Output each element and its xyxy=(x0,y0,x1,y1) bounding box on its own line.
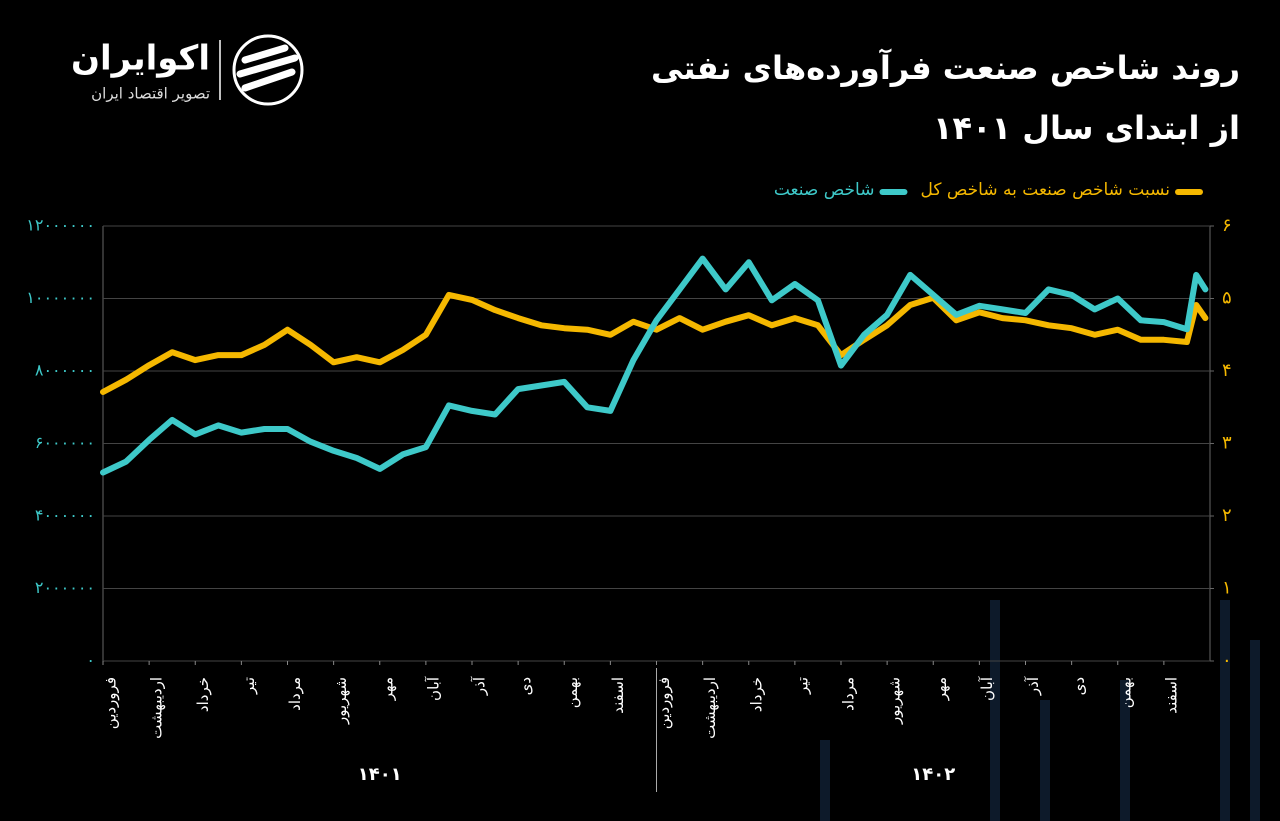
x-tick-label: اسفند xyxy=(1162,677,1180,714)
y-tick-label: ۱۰۰۰۰۰۰۰ xyxy=(26,288,95,307)
x-tick-label: مهر xyxy=(932,677,950,701)
logo: اکوایران تصویر اقتصاد ایران xyxy=(71,34,304,106)
decor xyxy=(1040,700,1050,821)
y2-tick-label: ۰ xyxy=(1222,650,1232,671)
decor xyxy=(990,600,1000,821)
plot: ۰۲۰۰۰۰۰۰۴۰۰۰۰۰۰۶۰۰۰۰۰۰۸۰۰۰۰۰۰۱۰۰۰۰۰۰۰۱۲۰… xyxy=(26,215,1232,792)
x-tick-label: مرداد xyxy=(286,677,304,711)
x-tick-label: آبان xyxy=(424,676,442,701)
x-tick-label: خرداد xyxy=(194,677,212,712)
brand-tagline: تصویر اقتصاد ایران xyxy=(91,85,210,103)
y2-tick-label: ۱ xyxy=(1222,578,1232,599)
x-tick-label: مرداد xyxy=(840,677,858,711)
x-tick-label: بهمن xyxy=(563,677,581,708)
legend-label: نسبت شاخص صنعت به شاخص کل xyxy=(920,180,1170,200)
y2-tick-label: ۳ xyxy=(1222,433,1232,454)
x-tick-label: اردیبهشت xyxy=(148,677,166,739)
year-label: ۱۴۰۲ xyxy=(911,764,955,785)
logo-stripes xyxy=(236,44,299,92)
x-tick-label: اسفند xyxy=(609,677,627,714)
y-tick-label: ۶۰۰۰۰۰۰ xyxy=(35,433,95,452)
year-label: ۱۴۰۱ xyxy=(358,764,402,785)
decor xyxy=(1120,680,1130,821)
x-tick-label: تیر xyxy=(240,677,258,695)
y-tick-label: ۴۰۰۰۰۰۰ xyxy=(35,506,95,525)
x-tick-label: مهر xyxy=(378,677,396,701)
x-tick-label: بهمن xyxy=(1116,677,1134,708)
brand-name: اکوایران xyxy=(71,39,210,79)
x-tick-label: اردیبهشت xyxy=(701,677,719,739)
x-tick-label: دی xyxy=(1070,677,1088,695)
logo-mark xyxy=(232,34,304,106)
y-tick-label: ۰ xyxy=(86,651,95,670)
decor xyxy=(1220,600,1230,821)
background-bars xyxy=(820,600,1260,821)
y-tick-label: ۸۰۰۰۰۰۰ xyxy=(35,361,95,380)
decor xyxy=(820,740,830,821)
chart-title: روند شاخص صنعت فرآورده‌های نفتی xyxy=(651,48,1240,87)
x-tick-label: شهریور xyxy=(332,677,350,725)
series-line xyxy=(100,291,1209,395)
chart-subtitle: از ابتدای سال ۱۴۰۱ xyxy=(933,109,1240,147)
x-tick-label: آذر xyxy=(1024,676,1042,696)
x-tick-label: آذر xyxy=(471,676,489,696)
series-line xyxy=(100,255,1209,476)
x-tick-label: دی xyxy=(517,677,535,695)
legend: نسبت شاخص صنعت به شاخص کل شاخص صنعت xyxy=(774,180,1203,200)
y-tick-label: ۲۰۰۰۰۰۰ xyxy=(35,578,95,597)
x-tick-label: فروردین xyxy=(655,677,673,729)
y2-tick-label: ۶ xyxy=(1222,215,1232,236)
x-tick-label: تیر xyxy=(793,677,811,695)
x-tick-label: شهریور xyxy=(886,677,904,725)
y2-tick-label: ۴ xyxy=(1222,360,1232,381)
decor xyxy=(1250,640,1260,821)
legend-label: شاخص صنعت xyxy=(774,180,875,200)
x-tick-label: آبان xyxy=(978,676,996,701)
x-tick-label: خرداد xyxy=(747,677,765,712)
y2-tick-label: ۲ xyxy=(1222,505,1232,526)
y2-tick-label: ۵ xyxy=(1222,288,1232,309)
y-tick-label: ۱۲۰۰۰۰۰۰ xyxy=(26,216,95,235)
x-tick-label: فروردین xyxy=(102,677,120,729)
